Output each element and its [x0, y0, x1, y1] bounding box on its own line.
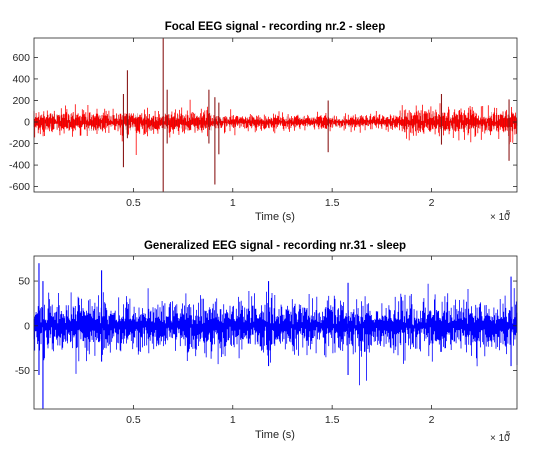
x-tick-label-generalized-2: 1.5	[325, 414, 340, 426]
y-tick-label-focal-0: -600	[9, 181, 30, 193]
y-tick-label-focal-3: 0	[24, 117, 30, 129]
x-tick-label-focal-1: 1	[230, 197, 236, 209]
x-tick-label-generalized-3: 2	[429, 414, 435, 426]
x-axis-label-generalized: Time (s)	[255, 429, 295, 441]
y-tick-label-focal-4: 200	[12, 95, 30, 107]
ticks-focal: 0.5 1 1.5 2 -600 -400 -200 0 200 400 600	[9, 38, 517, 209]
y-tick-label-focal-5: 400	[12, 73, 30, 85]
x-multiplier-focal: × 10 5	[490, 208, 510, 223]
y-tick-label-focal-6: 600	[12, 52, 30, 64]
focal-eeg-trace	[33, 38, 518, 192]
x-tick-label-focal-2: 1.5	[325, 197, 340, 209]
axes-box-generalized	[33, 255, 518, 410]
panel-focal: Focal EEG signal - recording nr.2 - slee…	[9, 21, 518, 223]
y-tick-label-generalized-1: 0	[24, 320, 30, 332]
x-tick-label-generalized-0: 0.5	[126, 414, 141, 426]
x-tick-label-focal-0: 0.5	[126, 197, 141, 209]
x-multiplier-exponent-focal: 5	[506, 208, 510, 217]
chart-title-generalized: Generalized EEG signal - recording nr.31…	[144, 240, 406, 252]
x-multiplier-generalized: × 10 5	[490, 429, 510, 444]
generalized-eeg-trace	[33, 263, 518, 409]
axes-box-focal	[33, 37, 518, 193]
ticks-generalized: 0.5 1 1.5 2 -50 0 50	[15, 256, 517, 426]
y-tick-label-focal-2: -200	[9, 138, 30, 150]
y-tick-label-generalized-0: -50	[15, 365, 30, 377]
x-multiplier-exponent-generalized: 5	[506, 429, 510, 438]
x-axis-label-focal: Time (s)	[255, 211, 295, 223]
x-multiplier-base-focal: × 10	[490, 212, 510, 223]
x-tick-label-generalized-1: 1	[230, 414, 236, 426]
chart-title-focal: Focal EEG signal - recording nr.2 - slee…	[165, 21, 385, 33]
y-tick-label-focal-1: -400	[9, 160, 30, 172]
panel-generalized: Generalized EEG signal - recording nr.31…	[15, 240, 518, 444]
x-tick-label-focal-3: 2	[429, 197, 435, 209]
y-tick-label-generalized-2: 50	[18, 276, 30, 288]
x-multiplier-base-generalized: × 10	[490, 433, 510, 444]
